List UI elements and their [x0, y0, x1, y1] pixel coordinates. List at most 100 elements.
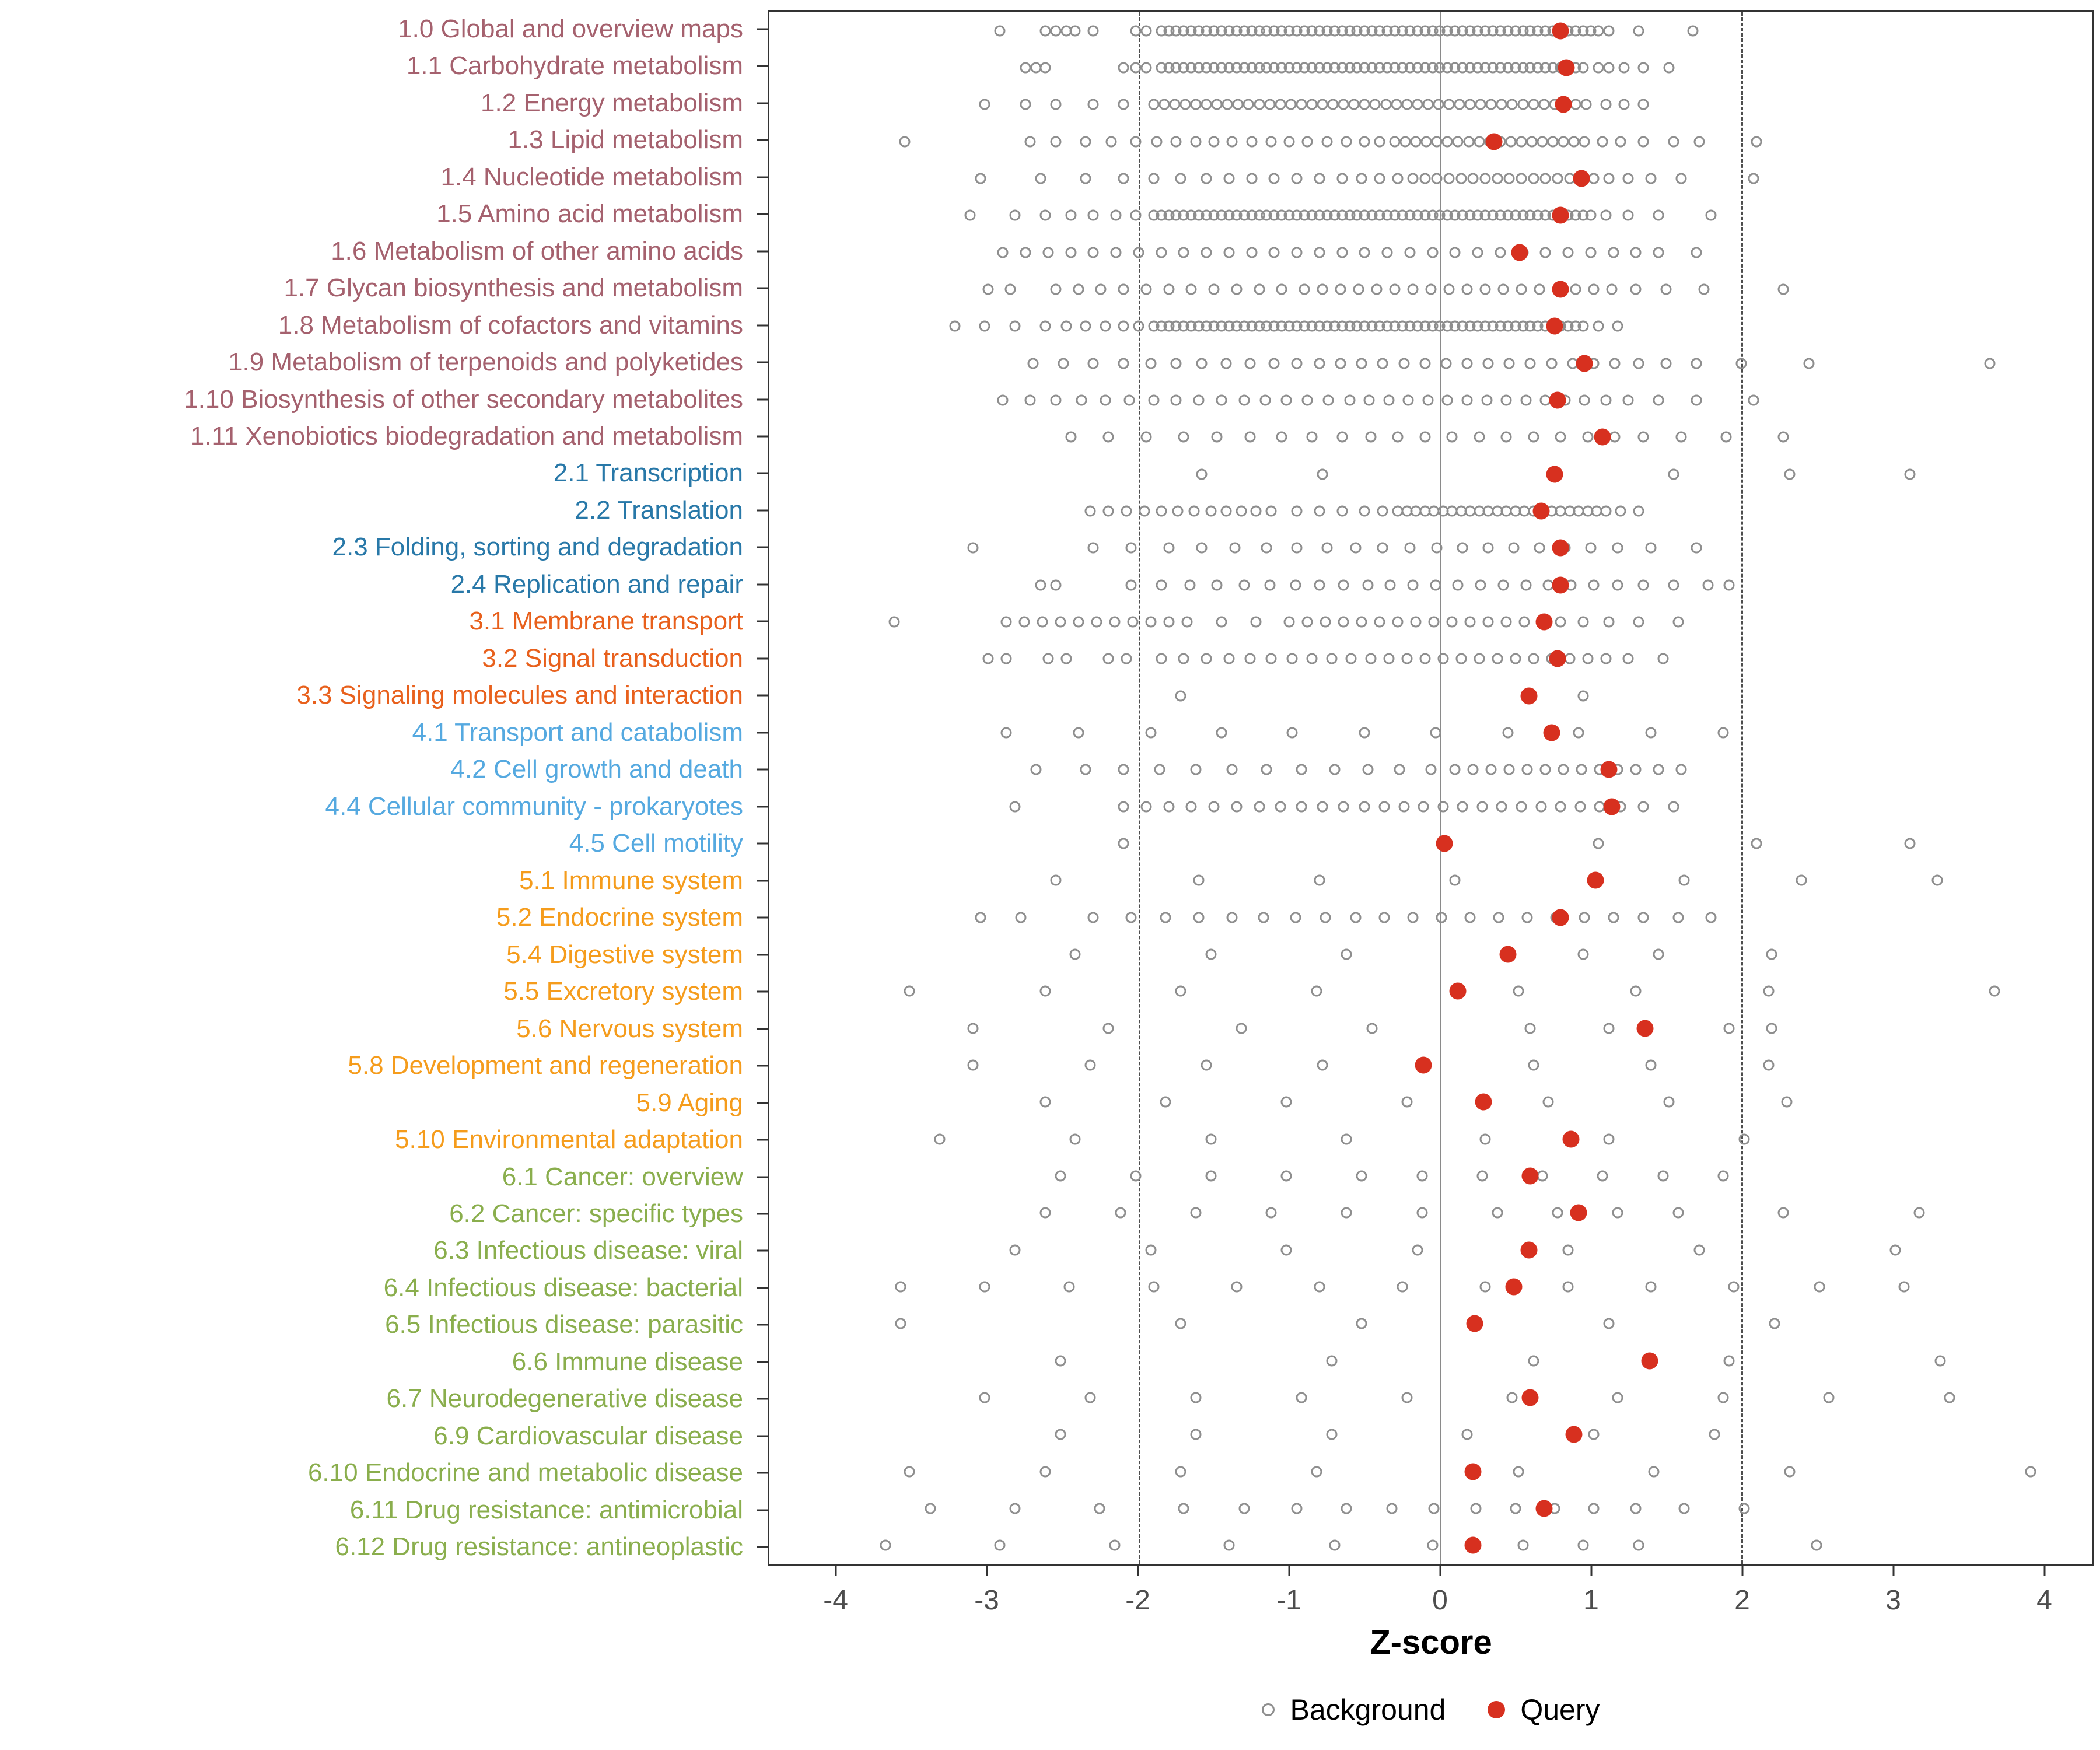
background-point [1163, 801, 1175, 813]
category-label: 6.5 Infectious disease: parasitic [385, 1310, 743, 1339]
background-point [1335, 284, 1346, 295]
background-point [1027, 358, 1039, 369]
background-point [1500, 394, 1512, 406]
background-point [1314, 173, 1325, 184]
background-point [1170, 358, 1182, 369]
background-point [1463, 136, 1475, 148]
background-point [1470, 1503, 1482, 1514]
background-point [1259, 394, 1271, 406]
query-point [1505, 1278, 1522, 1296]
background-point [1317, 99, 1328, 110]
background-point [1653, 247, 1664, 258]
category-label: 5.2 Endocrine system [496, 903, 743, 932]
background-point [1705, 912, 1717, 923]
background-point [1080, 136, 1091, 148]
background-point [1042, 247, 1054, 258]
background-point [979, 320, 991, 332]
background-point [1231, 1281, 1242, 1293]
query-point [1587, 872, 1604, 889]
background-point [1020, 99, 1031, 110]
y-tick [757, 694, 768, 696]
y-tick [757, 1028, 768, 1030]
background-point [1160, 1096, 1171, 1108]
category-row [769, 862, 2092, 899]
background-point [1340, 1133, 1352, 1145]
category-row [769, 49, 2092, 86]
background-point [1130, 136, 1142, 148]
background-point [1630, 985, 1642, 997]
background-point [1633, 616, 1644, 628]
x-tick [835, 1566, 837, 1576]
background-point [1178, 653, 1189, 664]
background-point [1603, 1318, 1615, 1329]
background-point [1140, 801, 1152, 813]
background-point [1542, 1096, 1554, 1108]
category-label: 4.1 Transport and catabolism [412, 718, 743, 747]
background-point [1660, 284, 1672, 295]
background-point [1362, 764, 1373, 775]
category-row [769, 1379, 2092, 1416]
background-point [1577, 690, 1589, 702]
background-point [1359, 99, 1370, 110]
plot-panel [768, 10, 2094, 1566]
background-point [1363, 394, 1375, 406]
background-point [1040, 25, 1051, 37]
background-point [1311, 1466, 1322, 1478]
background-point [1528, 1355, 1539, 1367]
background-point [1763, 985, 1774, 997]
background-point [1392, 616, 1404, 628]
y-tick [757, 842, 768, 845]
background-point [1145, 727, 1157, 738]
background-point [1140, 62, 1152, 74]
background-point [1338, 99, 1349, 110]
background-point [1612, 542, 1623, 554]
background-point [1600, 99, 1612, 110]
background-point [1446, 431, 1458, 443]
background-point [1377, 505, 1388, 517]
background-point [1220, 505, 1232, 517]
y-tick [757, 768, 768, 771]
background-point [1156, 579, 1167, 591]
x-tick-label: 1 [1583, 1585, 1599, 1616]
category-label: 1.0 Global and overview maps [398, 14, 743, 43]
background-point [1100, 320, 1111, 332]
background-point [1573, 727, 1584, 738]
query-point [1552, 576, 1569, 594]
category-row [769, 308, 2092, 345]
background-point [1009, 209, 1021, 221]
background-point [1592, 25, 1604, 37]
background-point [1603, 25, 1615, 37]
x-tick-label: -2 [1125, 1585, 1150, 1616]
category-label: 6.3 Infectious disease: viral [433, 1236, 743, 1265]
background-point [1528, 99, 1539, 110]
background-point [1226, 912, 1238, 923]
background-point [1568, 136, 1580, 148]
background-point [1200, 173, 1212, 184]
query-point [1464, 1536, 1482, 1554]
background-point [1172, 505, 1184, 517]
background-point [1314, 874, 1325, 886]
background-point [1496, 801, 1507, 813]
background-point [982, 653, 994, 664]
background-point [1428, 616, 1440, 628]
background-point [1296, 99, 1307, 110]
background-point [1226, 136, 1238, 148]
background-point [1276, 284, 1287, 295]
background-point [1814, 1281, 1825, 1293]
background-point [1534, 542, 1545, 554]
background-point [1618, 99, 1630, 110]
query-point [1521, 1389, 1539, 1406]
background-point [1291, 505, 1303, 517]
background-point [1416, 1207, 1427, 1219]
background-point [1087, 25, 1099, 37]
background-point [1226, 764, 1238, 775]
background-point [1185, 801, 1197, 813]
background-point [1087, 912, 1099, 923]
background-point [1398, 358, 1409, 369]
background-point [1205, 1133, 1217, 1145]
background-point [1401, 653, 1413, 664]
background-point [967, 1059, 979, 1071]
background-point [1050, 579, 1062, 591]
background-point [1437, 801, 1449, 813]
background-point [1254, 99, 1265, 110]
